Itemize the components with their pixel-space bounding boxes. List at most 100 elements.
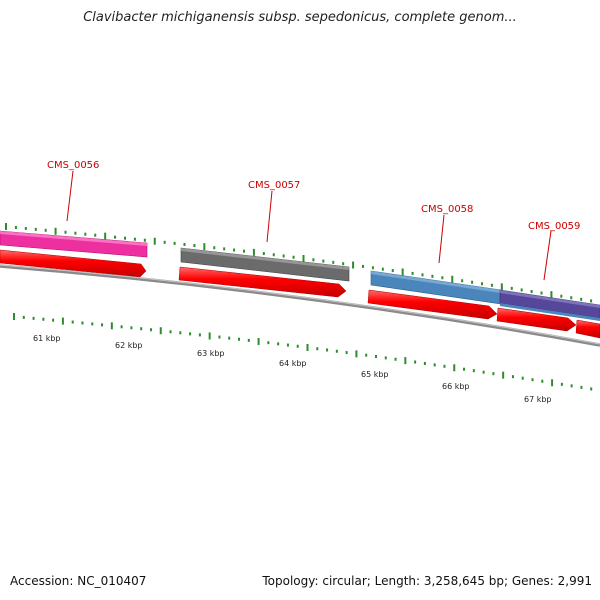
major-tick [352, 261, 355, 269]
minor-tick [193, 244, 196, 248]
major-tick [453, 364, 456, 372]
minor-tick [296, 344, 299, 348]
minor-tick [213, 246, 216, 250]
minor-tick [277, 342, 280, 346]
minor-tick [381, 267, 384, 271]
genome-backbone [0, 264, 600, 347]
minor-tick [267, 341, 270, 345]
minor-tick [286, 343, 289, 347]
gene-label-cms-0057[interactable]: CMS_0057 [248, 180, 300, 191]
minor-tick [198, 333, 201, 337]
minor-tick [411, 271, 414, 275]
minor-tick [472, 369, 475, 373]
major-tick [404, 357, 407, 365]
minor-tick [262, 252, 265, 256]
minor-tick [272, 253, 275, 257]
minor-tick [326, 348, 329, 352]
minor-tick [163, 240, 166, 244]
minor-tick [342, 262, 345, 266]
minor-tick [394, 357, 397, 361]
map-title: Clavibacter michiganensis subsp. sepedon… [83, 10, 517, 25]
minor-tick [282, 254, 285, 258]
minor-tick [189, 332, 192, 336]
cds-arrow-1[interactable] [0, 249, 147, 278]
cds-arrow-4[interactable] [496, 307, 577, 332]
minor-tick [421, 273, 424, 277]
minor-tick [133, 237, 136, 241]
gene-label-leader [438, 214, 445, 264]
minor-tick [179, 331, 182, 335]
minor-tick [433, 363, 436, 367]
gene-label-leader [66, 170, 74, 222]
cds-arrow-2[interactable] [178, 266, 347, 298]
major-tick [252, 248, 255, 256]
gene-label-leader [266, 190, 273, 243]
gene-label-cms-0059[interactable]: CMS_0059 [528, 221, 580, 232]
minor-tick [81, 321, 84, 325]
minor-tick [461, 279, 464, 283]
minor-tick [173, 241, 176, 245]
inner-tick-track [13, 313, 593, 391]
minor-tick [570, 384, 573, 388]
cds-arrow-5[interactable] [575, 319, 600, 339]
major-tick [302, 255, 305, 262]
gene-bar-cms-0057[interactable] [180, 247, 350, 282]
minor-tick [24, 226, 27, 230]
minor-tick [52, 318, 55, 322]
gene-label-leader [543, 230, 552, 281]
minor-tick [64, 230, 67, 234]
minor-tick [580, 385, 583, 389]
minor-tick [22, 315, 25, 319]
cds-track [0, 249, 600, 339]
minor-tick [511, 375, 514, 379]
cds-arrow-3[interactable] [367, 289, 498, 320]
minor-tick [149, 328, 152, 332]
major-tick [500, 283, 503, 291]
scale-label: 63 kbp [197, 349, 225, 358]
minor-tick [292, 255, 295, 259]
minor-tick [441, 276, 444, 280]
minor-tick [414, 360, 417, 364]
accession-label: Accession: NC_010407 [10, 574, 147, 588]
minor-tick [140, 327, 143, 331]
scale-label: 61 kbp [33, 334, 61, 343]
major-tick [61, 317, 64, 325]
major-tick [502, 371, 505, 379]
minor-tick [94, 233, 97, 237]
major-tick [159, 327, 162, 335]
minor-tick [520, 288, 523, 292]
major-tick [153, 237, 156, 245]
minor-tick [531, 378, 534, 382]
major-tick [5, 223, 7, 230]
major-tick [257, 338, 260, 346]
minor-tick [71, 320, 74, 324]
major-tick [110, 322, 113, 330]
scale-label: 62 kbp [115, 341, 143, 350]
major-tick [550, 291, 553, 299]
major-tick [551, 379, 554, 387]
minor-tick [541, 379, 544, 383]
minor-tick [590, 299, 593, 303]
minor-tick [247, 338, 250, 342]
minor-tick [124, 236, 126, 240]
minor-tick [471, 280, 474, 284]
minor-tick [91, 322, 94, 326]
minor-tick [560, 382, 563, 386]
minor-tick [332, 260, 335, 264]
gene-bar-cms-0059[interactable] [499, 289, 600, 319]
minor-tick [490, 283, 493, 287]
minor-tick [233, 248, 236, 252]
gene-label-cms-0056[interactable]: CMS_0056 [47, 160, 99, 171]
minor-tick [114, 235, 117, 239]
major-tick [306, 344, 309, 351]
minor-tick [183, 242, 186, 246]
minor-tick [391, 269, 394, 273]
minor-tick [345, 351, 348, 355]
minor-tick [335, 349, 338, 353]
gene-label-cms-0058[interactable]: CMS_0058 [421, 204, 473, 215]
major-tick [451, 275, 454, 283]
major-tick [355, 350, 358, 358]
minor-tick [243, 249, 245, 253]
minor-tick [14, 225, 17, 229]
